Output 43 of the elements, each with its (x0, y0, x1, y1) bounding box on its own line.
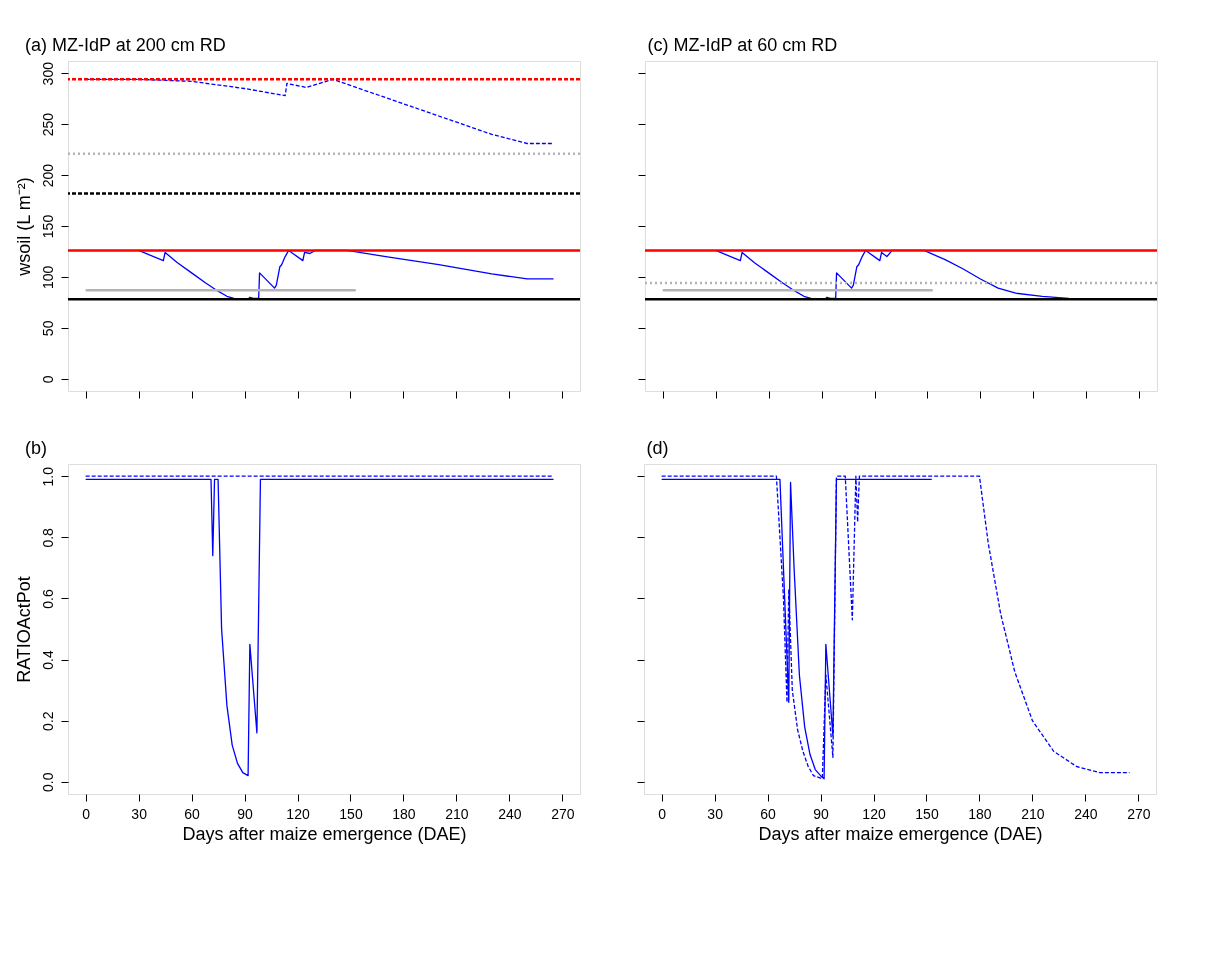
chart-title: (b) (25, 438, 47, 458)
x-tick-label: 270 (551, 805, 575, 822)
x-tick-label: 90 (237, 805, 254, 822)
x-tick-label: 0 (82, 805, 91, 822)
x-tick-label: 180 (968, 805, 992, 822)
x-tick-label: 30 (707, 805, 724, 822)
chart-title: (c) MZ-IdP at 60 cm RD (647, 35, 838, 55)
y-tick-label: 0.4 (39, 650, 56, 670)
x-tick-label: 150 (915, 805, 939, 822)
y-tick-label: 0 (39, 375, 56, 384)
y-tick-label: 0.0 (39, 772, 56, 793)
x-tick-label: 210 (445, 805, 469, 822)
y-tick-label: 250 (39, 112, 56, 137)
chart-title: (a) MZ-IdP at 200 cm RD (25, 35, 226, 55)
y-tick-label: 100 (39, 265, 56, 290)
line-series (85, 478, 555, 777)
x-axis-title: Days after maize emergence (DAE) (758, 823, 1043, 844)
y-tick-label: 300 (39, 61, 56, 86)
y-tick-label: 0.2 (39, 711, 56, 731)
chart-title: (d) (646, 438, 669, 458)
x-tick-label: 120 (286, 805, 310, 822)
line-series (85, 78, 555, 145)
x-tick-label: 60 (760, 805, 777, 822)
y-tick-label: 1.0 (39, 466, 56, 487)
y-axis-title: wsoil (L m⁻²) (13, 177, 34, 277)
x-tick-label: 150 (339, 805, 363, 822)
x-tick-label: 120 (862, 805, 886, 822)
x-tick-label: 60 (184, 805, 201, 822)
y-tick-label: 0.8 (39, 527, 56, 548)
x-tick-label: 240 (498, 805, 522, 822)
x-tick-label: 270 (1127, 805, 1151, 822)
x-tick-label: 180 (392, 805, 416, 822)
x-tick-label: 30 (131, 805, 148, 822)
x-axis-title: Days after maize emergence (DAE) (182, 823, 467, 844)
y-tick-label: 50 (39, 320, 56, 337)
x-tick-label: 240 (1074, 805, 1098, 822)
y-axis-title: RATIOActPot (13, 576, 34, 683)
y-tick-label: 200 (39, 163, 56, 188)
y-tick-label: 0.6 (39, 589, 56, 609)
y-tick-label: 150 (39, 214, 56, 239)
x-tick-label: 90 (813, 805, 830, 822)
x-tick-label: 0 (658, 805, 667, 822)
x-tick-label: 210 (1021, 805, 1045, 822)
